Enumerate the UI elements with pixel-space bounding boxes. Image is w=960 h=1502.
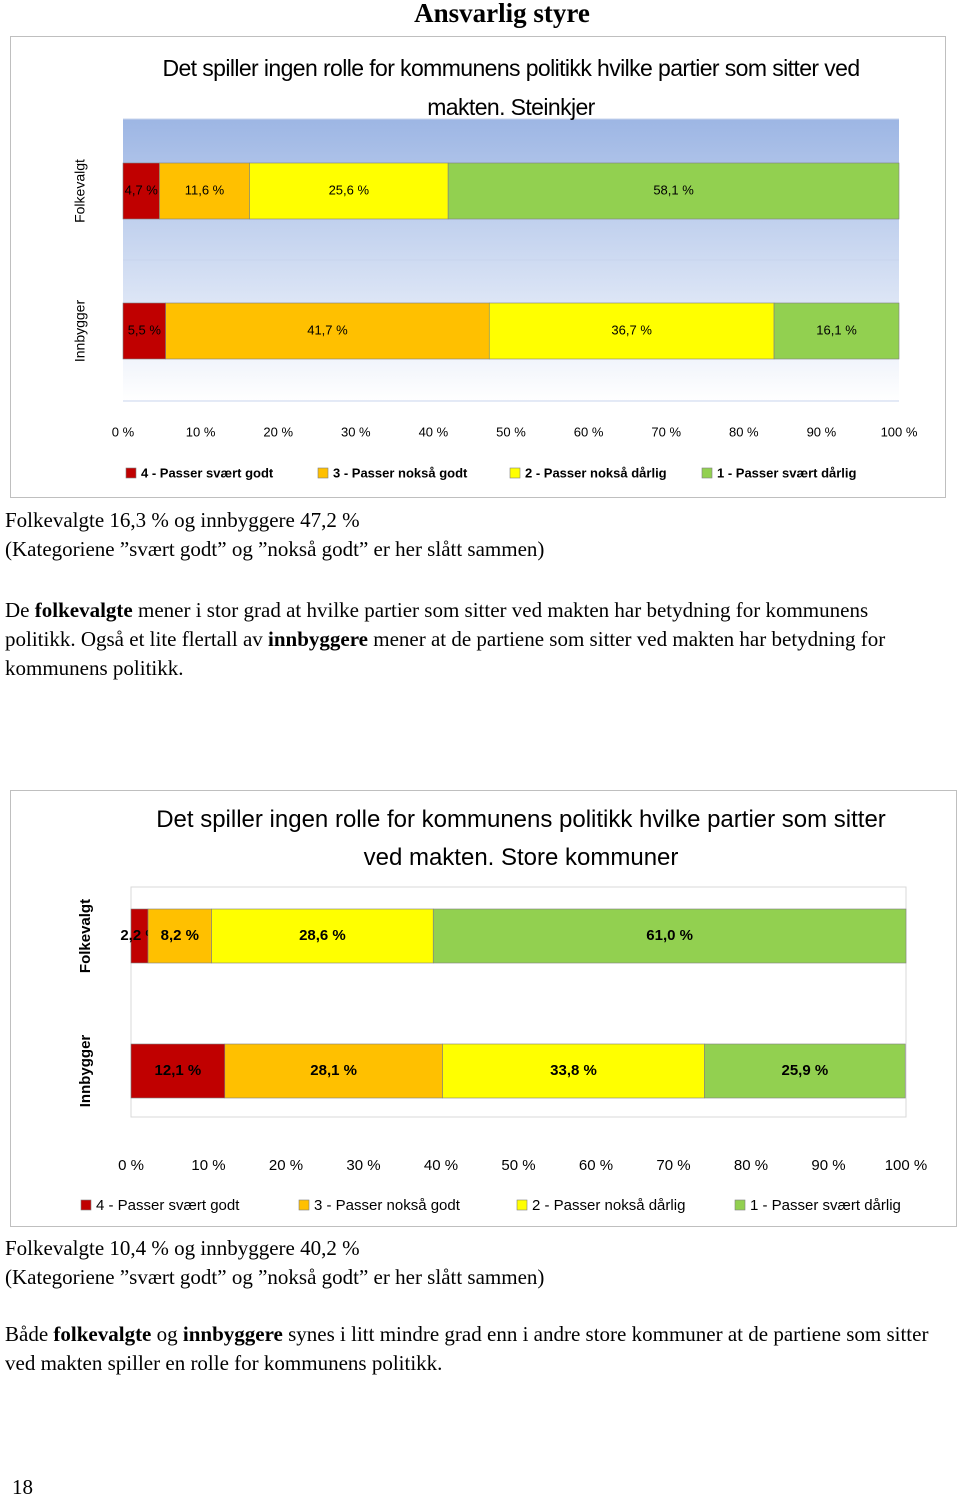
bar-segment (122, 302, 166, 360)
chart-panel: 0 % 10 % 20 % 30 % 40 % 50 % 60 % 70 % 80 % 90 % 1… (10, 790, 957, 1227)
legend-label: 3 - Passer nokså godt (314, 1197, 461, 1214)
x-tick-label: 70 % (656, 1157, 690, 1174)
x-tick-label: 60 % (574, 424, 604, 439)
text-run-bold: innbyggere (268, 627, 368, 651)
legend-swatch (701, 467, 713, 479)
text-run-bold: folkevalgte (34, 598, 133, 622)
bar-segment (488, 302, 775, 360)
bar-segment (130, 1043, 226, 1099)
value-label: 28,1 % (310, 1062, 357, 1079)
x-tick-label: 50 % (496, 424, 526, 439)
legend-swatch (734, 1199, 746, 1211)
paragraph: Både folkevalgte og innbyggere synes i l… (5, 1320, 940, 1378)
bar-segment (249, 162, 449, 220)
chart-title: Det spiller ingen rolle for kommunens po… (162, 55, 860, 120)
bar-segment (224, 1043, 443, 1099)
value-label: 25,9 % (782, 1062, 829, 1079)
chart: 0 % 10 % 20 % 30 % 40 % 50 % 60 % 70 % 80 % 90 % 1… (77, 886, 928, 1214)
bar-segment (442, 1043, 705, 1099)
legend-label: 4 - Passer svært godt (96, 1197, 240, 1214)
page-number: 18 (12, 1475, 33, 1499)
legend-swatch (125, 467, 137, 479)
x-tick-label: 10 % (191, 1157, 225, 1174)
page-title: Ansvarlig styre (414, 0, 590, 28)
x-tick-label: 90 % (811, 1157, 845, 1174)
text-run: og (151, 1322, 183, 1346)
x-tick-label: 80 % (734, 1157, 768, 1174)
bar-segment (122, 162, 160, 220)
x-tick-label: 90 % (807, 424, 837, 439)
x-tick-label: 60 % (579, 1157, 613, 1174)
category-label: Innbygger (72, 300, 88, 363)
value-label: 11,6 % (185, 182, 225, 197)
summary-line: (Kategoriene ”svært godt” og ”nokså godt… (5, 1265, 545, 1289)
x-tick-label: 10 % (186, 424, 216, 439)
legend-swatch (80, 1199, 92, 1211)
text-block: Folkevalgte 10,4 % og innbyggere 40,2 % … (5, 1234, 940, 1378)
category-label: Innbygger (77, 1035, 94, 1108)
paragraph: De folkevalgte mener i stor grad at hvil… (5, 596, 940, 683)
bar-segment (704, 1043, 906, 1099)
x-tick-label: 100 % (885, 1157, 928, 1174)
legend-label: 1 - Passer svært dårlig (717, 465, 857, 480)
value-label: 12,1 % (155, 1062, 202, 1079)
x-tick-label: 50 % (501, 1157, 535, 1174)
text-block: Folkevalgte 16,3 % og innbyggere 47,2 % … (5, 506, 940, 683)
bar-segment (165, 302, 490, 360)
text-run: synes i litt mindre grad enn i andre sto… (5, 1322, 929, 1375)
x-tick-label: 0 % (118, 1157, 144, 1174)
bar-segment (773, 302, 900, 360)
value-label: 58,1 % (653, 182, 694, 197)
value-label: 8,2 % (161, 927, 199, 944)
x-tick-label: 0 % (112, 424, 135, 439)
bar-segment (432, 908, 907, 964)
value-label: 16,1 % (816, 322, 857, 337)
text-run: mener i stor grad at hvilke partier som … (5, 598, 869, 651)
value-label: 28,6 % (299, 927, 346, 944)
bar-segment (447, 162, 900, 220)
value-label: 61,0 % (646, 927, 693, 944)
chart: 0 % 10 % 20 % 30 % 40 % 50 % 60 % 70 % 80 % 90 % 1… (72, 118, 918, 480)
legend-label: 2 - Passer nokså dårlig (532, 1197, 685, 1214)
text-run: De (5, 598, 35, 622)
summary-line: (Kategoriene ”svært godt” og ”nokså godt… (5, 537, 545, 561)
legend-swatch (516, 1199, 528, 1211)
category-label: Folkevalgt (77, 899, 94, 973)
x-tick-label: 30 % (346, 1157, 380, 1174)
chart-title: Det spiller ingen rolle for kommunens po… (156, 806, 886, 871)
legend-label: 1 - Passer svært dårlig (750, 1197, 901, 1214)
category-label: Folkevalgt (72, 159, 88, 223)
value-label: 36,7 % (611, 322, 652, 337)
x-tick-label: 30 % (341, 424, 371, 439)
bar-segment (159, 162, 250, 220)
text-run-bold: folkevalgte (53, 1322, 152, 1346)
bar-segment (211, 908, 434, 964)
value-label: 25,6 % (329, 182, 370, 197)
summary-line: Folkevalgte 10,4 % og innbyggere 40,2 % (5, 1236, 360, 1260)
x-tick-label: 80 % (729, 424, 759, 439)
x-tick-label: 100 % (881, 424, 918, 439)
x-tick-label: 20 % (263, 424, 293, 439)
legend-label: 4 - Passer svært godt (141, 465, 274, 480)
legend-label: 3 - Passer nokså godt (333, 465, 468, 480)
legend-swatch (317, 467, 329, 479)
x-tick-label: 40 % (424, 1157, 458, 1174)
x-tick-label: 20 % (269, 1157, 303, 1174)
summary-line: Folkevalgte 16,3 % og innbyggere 47,2 % (5, 508, 360, 532)
text-run-bold: innbyggere (182, 1322, 283, 1346)
legend-swatch (509, 467, 521, 479)
chart-panel: 0 % 10 % 20 % 30 % 40 % 50 % 60 % 70 % 80 % 90 % 1… (10, 36, 946, 498)
value-label: 41,7 % (307, 322, 348, 337)
value-label: 4,7 % (125, 182, 159, 197)
value-label: 5,5 % (128, 322, 162, 337)
text-run: Både (5, 1322, 54, 1346)
legend-swatch (298, 1199, 310, 1211)
x-tick-label: 70 % (651, 424, 681, 439)
text-run: mener at de partiene som sitter ved makt… (5, 627, 886, 680)
value-label: 33,8 % (550, 1062, 597, 1079)
legend-label: 2 - Passer nokså dårlig (525, 465, 667, 480)
x-tick-label: 40 % (419, 424, 449, 439)
bar-segment (147, 908, 212, 964)
